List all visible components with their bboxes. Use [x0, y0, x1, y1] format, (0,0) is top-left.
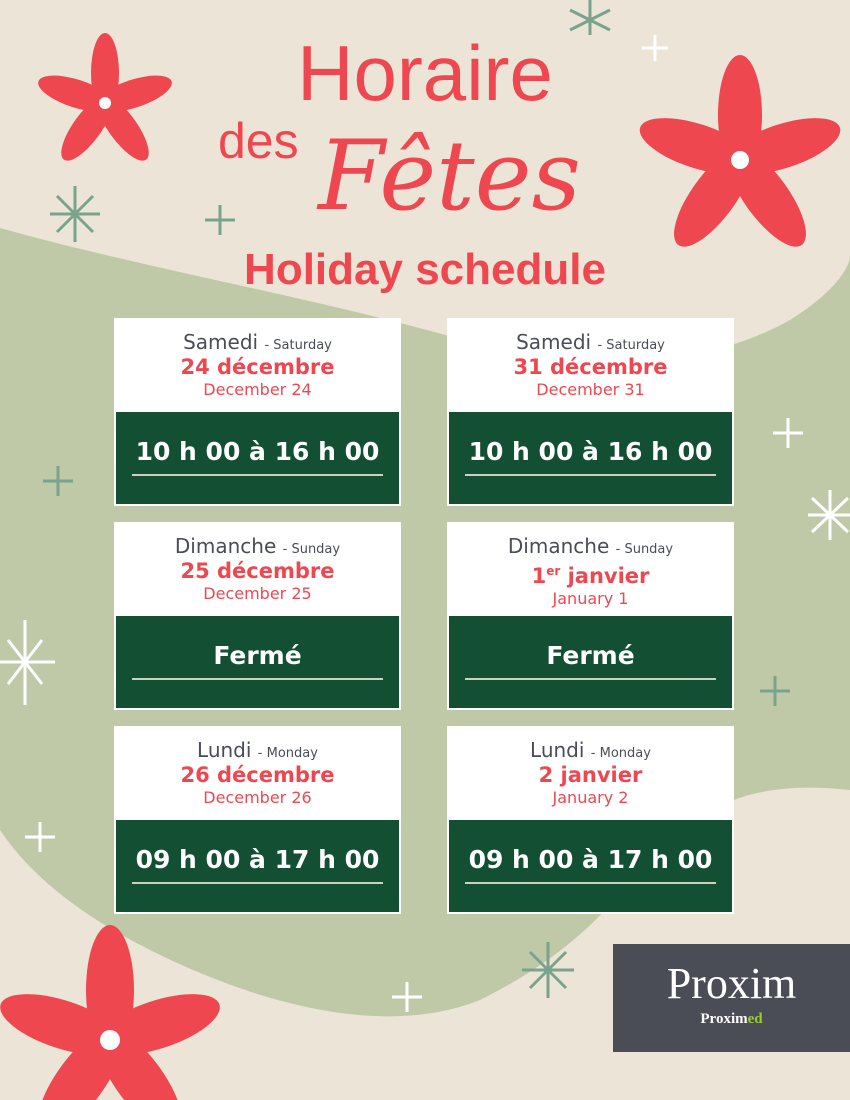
day-en: - Sunday: [615, 542, 674, 557]
schedule-card: Samedi - Saturday 24 décembre December 2…: [114, 318, 401, 506]
hours-box: 09 h 00 à 17 h 00: [116, 820, 399, 912]
hours-box: 10 h 00 à 16 h 00: [449, 412, 732, 504]
date-en: January 1: [552, 589, 629, 608]
card-date: Dimanche - Sunday 25 décembre December 2…: [116, 524, 399, 614]
proxim-logo: Proxim Proximed: [613, 944, 850, 1052]
card-date: Lundi - Monday 26 décembre December 26: [116, 728, 399, 818]
date-fr-main: 25 décembre: [180, 559, 335, 583]
card-date: Samedi - Saturday 31 décembre December 3…: [449, 320, 732, 410]
hours-box: Fermé: [116, 616, 399, 708]
date-en: January 2: [552, 788, 629, 807]
day-en: - Sunday: [282, 542, 341, 557]
date-en: December 31: [536, 380, 645, 399]
day-en: - Monday: [590, 746, 651, 761]
hours-text: Fermé: [546, 641, 635, 670]
date-fr-main: 2 janvier: [538, 763, 643, 787]
hours-text: 10 h 00 à 16 h 00: [468, 437, 713, 466]
date-en: December 26: [203, 788, 312, 807]
date-fr-main: 1: [531, 564, 547, 588]
day-label: Lundi - Monday: [449, 738, 732, 762]
hours-box: Fermé: [449, 616, 732, 708]
title-fetes: Fêtes: [318, 120, 581, 232]
logo-sub-text: Proximed: [613, 1011, 850, 1028]
schedule-card: Lundi - Monday 26 décembre December 26 0…: [114, 726, 401, 914]
snowflake-icon: [43, 0, 790, 998]
hours-box: 09 h 00 à 17 h 00: [449, 820, 732, 912]
day-fr: Dimanche: [174, 534, 277, 558]
card-date: Lundi - Monday 2 janvier January 2: [449, 728, 732, 818]
day-fr: Lundi: [197, 738, 252, 762]
schedule-card: Dimanche - Sunday 1er janvier January 1 …: [447, 522, 734, 710]
poinsettia-icon: [0, 33, 841, 1100]
title-des: des: [218, 113, 299, 169]
day-label: Samedi - Saturday: [116, 330, 399, 354]
date-fr-main: 26 décembre: [180, 763, 335, 787]
divider: [465, 882, 716, 884]
day-fr: Lundi: [530, 738, 585, 762]
date-en: December 25: [203, 584, 312, 603]
hours-text: 09 h 00 à 17 h 00: [468, 845, 713, 874]
divider: [132, 882, 383, 884]
divider: [132, 678, 383, 680]
schedule-card: Lundi - Monday 2 janvier January 2 09 h …: [447, 726, 734, 914]
day-en: - Saturday: [264, 338, 332, 353]
day-label: Lundi - Monday: [116, 738, 399, 762]
day-label: Dimanche - Sunday: [116, 534, 399, 558]
date-en: December 24: [203, 380, 312, 399]
date-fr: 31 décembre: [449, 354, 732, 380]
day-fr: Samedi: [516, 330, 592, 354]
date-fr: 1er janvier: [449, 558, 732, 589]
divider: [465, 678, 716, 680]
date-fr-rest: janvier: [560, 564, 650, 588]
date-fr: 26 décembre: [116, 762, 399, 788]
card-date: Dimanche - Sunday 1er janvier January 1: [449, 524, 732, 614]
schedule-card: Samedi - Saturday 31 décembre December 3…: [447, 318, 734, 506]
day-en: - Saturday: [597, 338, 665, 353]
date-fr-main: 31 décembre: [513, 355, 668, 379]
divider: [132, 474, 383, 476]
snowflake-icon: [0, 35, 850, 1012]
date-fr: 2 janvier: [449, 762, 732, 788]
card-date: Samedi - Saturday 24 décembre December 2…: [116, 320, 399, 410]
schedule-card: Dimanche - Sunday 25 décembre December 2…: [114, 522, 401, 710]
subtitle-holiday-schedule: Holiday schedule: [244, 245, 606, 294]
date-fr-main: 24 décembre: [180, 355, 335, 379]
day-label: Dimanche - Sunday: [449, 534, 732, 558]
date-fr-sup: er: [546, 564, 561, 578]
date-fr: 25 décembre: [116, 558, 399, 584]
date-fr: 24 décembre: [116, 354, 399, 380]
hours-text: 10 h 00 à 16 h 00: [135, 437, 380, 466]
day-label: Samedi - Saturday: [449, 330, 732, 354]
title-horaire: Horaire: [297, 29, 553, 117]
hours-box: 10 h 00 à 16 h 00: [116, 412, 399, 504]
logo-sub-a: Proxim: [700, 1011, 748, 1027]
day-en: - Monday: [257, 746, 318, 761]
day-fr: Dimanche: [507, 534, 610, 558]
logo-sub-b: ed: [747, 1011, 763, 1027]
hours-text: 09 h 00 à 17 h 00: [135, 845, 380, 874]
divider: [465, 474, 716, 476]
logo-main-text: Proxim: [666, 959, 797, 1008]
day-fr: Samedi: [183, 330, 259, 354]
hours-text: Fermé: [213, 641, 302, 670]
